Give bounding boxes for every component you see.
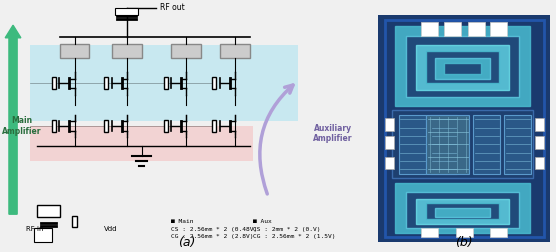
Bar bbox=[116, 8, 138, 15]
Bar bbox=[421, 228, 439, 237]
Text: ■ Main
CS : 2.56mm * 2 (0.48V)
CG : 2.56mm * 2 (2.8V): ■ Main CS : 2.56mm * 2 (0.48V) CG : 2.56… bbox=[171, 219, 257, 239]
Bar bbox=[30, 126, 254, 161]
Bar bbox=[72, 216, 77, 227]
Bar bbox=[385, 137, 394, 149]
Text: RF out: RF out bbox=[160, 3, 185, 12]
Bar bbox=[473, 115, 500, 174]
Bar bbox=[535, 137, 544, 149]
Bar bbox=[426, 115, 469, 174]
Bar bbox=[104, 120, 108, 132]
Bar bbox=[406, 192, 519, 228]
Bar bbox=[385, 118, 394, 131]
Bar bbox=[37, 205, 59, 217]
Text: ■ Aux
CS : 2mm * 2 (0.V)
CG : 2.56mm * 2 (1.5V): ■ Aux CS : 2mm * 2 (0.V) CG : 2.56mm * 2… bbox=[254, 219, 336, 239]
Bar bbox=[212, 120, 216, 132]
Bar bbox=[490, 228, 507, 237]
Bar bbox=[33, 228, 52, 242]
Bar bbox=[535, 118, 544, 131]
Bar bbox=[468, 22, 485, 36]
Bar bbox=[426, 203, 499, 219]
Bar bbox=[171, 44, 201, 58]
Text: Main
Amplifier: Main Amplifier bbox=[2, 116, 41, 136]
Text: RF in: RF in bbox=[26, 226, 43, 232]
Bar bbox=[392, 110, 533, 178]
Bar bbox=[435, 58, 490, 79]
Bar bbox=[430, 115, 458, 174]
Bar bbox=[30, 45, 298, 121]
Bar bbox=[52, 77, 56, 89]
Bar bbox=[504, 115, 532, 174]
Bar bbox=[444, 63, 481, 74]
Bar bbox=[406, 36, 519, 97]
Bar bbox=[163, 77, 168, 89]
Bar bbox=[435, 208, 490, 217]
Text: Auxiliary
Amplifier: Auxiliary Amplifier bbox=[313, 124, 353, 143]
Bar bbox=[52, 120, 56, 132]
Bar bbox=[535, 157, 544, 169]
Bar bbox=[395, 183, 530, 233]
Bar bbox=[416, 45, 509, 90]
Bar bbox=[444, 22, 461, 36]
Text: Vdd: Vdd bbox=[105, 226, 118, 232]
Bar bbox=[395, 26, 530, 106]
Text: (b): (b) bbox=[455, 236, 473, 249]
Bar bbox=[421, 22, 439, 36]
Bar bbox=[426, 51, 499, 83]
Bar bbox=[112, 44, 142, 58]
Bar bbox=[104, 77, 108, 89]
Bar bbox=[163, 120, 168, 132]
FancyArrow shape bbox=[5, 25, 21, 214]
Text: (a): (a) bbox=[177, 236, 195, 249]
Bar bbox=[385, 157, 394, 169]
Bar bbox=[212, 77, 216, 89]
Bar bbox=[416, 199, 509, 224]
Bar bbox=[490, 22, 507, 36]
Bar bbox=[59, 44, 90, 58]
Bar bbox=[220, 44, 250, 58]
Bar bbox=[456, 228, 473, 237]
Bar bbox=[399, 115, 426, 174]
